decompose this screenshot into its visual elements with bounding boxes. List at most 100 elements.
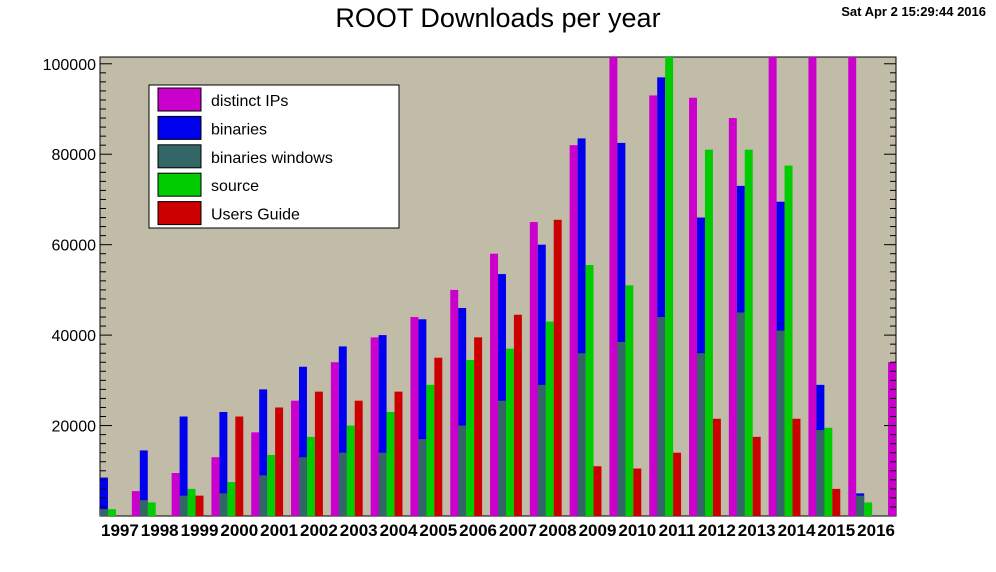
x-tick-label-2010: 2010 (618, 521, 656, 540)
y-tick-label: 60000 (52, 238, 97, 255)
bars-group (100, 57, 896, 517)
bar-distinct-ips-2008 (569, 145, 578, 516)
bar-distinct-ips-2003 (370, 337, 379, 516)
bar-source-1997 (107, 509, 116, 516)
bar-binaries-windows-2001 (259, 475, 268, 516)
bar-binaries-2011 (657, 77, 666, 516)
x-tick-label-2011: 2011 (659, 521, 696, 540)
bar-source-2005 (426, 384, 435, 516)
x-tick-label-2012: 2012 (698, 521, 736, 540)
bar-binaries-windows-2000 (219, 493, 228, 516)
timestamp: Sat Apr 2 15:29:44 2016 (841, 4, 986, 19)
bar-source-2004 (386, 411, 395, 516)
bar-binaries-windows-2009 (577, 353, 586, 516)
bar-binaries-windows-2013 (736, 312, 745, 516)
legend: distinct IPs binaries binaries windows sour… (148, 84, 400, 229)
legend-label-binaries: binaries (211, 121, 267, 138)
bar-binaries-windows-2016 (856, 495, 865, 516)
bar-binaries-2009 (577, 138, 586, 516)
y-tick-label: 20000 (52, 419, 97, 436)
bar-source-2012 (704, 149, 713, 516)
bar-source-2008 (545, 321, 554, 516)
bar-distinct-ips-1997 (131, 491, 140, 516)
bar-source-2010 (625, 285, 634, 516)
legend-label-binaries-windows: binaries windows (211, 150, 333, 167)
bar-users-guide-2013 (752, 436, 761, 516)
bar-source-2003 (346, 425, 355, 516)
legend-label-distinct-ips: distinct IPs (211, 93, 288, 110)
x-tick-label-2008: 2008 (539, 521, 577, 540)
bar-binaries-2006 (458, 307, 467, 516)
bar-distinct-ips-2015 (848, 57, 857, 516)
bar-binaries-windows-2014 (776, 330, 785, 516)
bar-binaries-windows-2002 (299, 457, 307, 516)
x-tick-label-1997: 1997 (101, 521, 139, 540)
legend-swatch-binaries-windows (157, 144, 202, 169)
bar-users-guide-1999 (195, 495, 204, 516)
bar-binaries-windows-1999 (179, 495, 188, 516)
legend-swatch-source (157, 172, 202, 197)
bar-distinct-ips-2013 (768, 57, 777, 516)
bar-source-2007 (505, 348, 514, 516)
bar-distinct-ips-2011 (689, 97, 697, 516)
legend-swatch-binaries (157, 115, 202, 140)
bar-users-guide-2015 (832, 488, 841, 516)
bar-source-1998 (147, 502, 156, 516)
x-tick-label-2005: 2005 (419, 521, 457, 540)
bar-distinct-ips-2012 (728, 118, 737, 517)
bar-binaries-windows-2015 (816, 430, 825, 516)
x-tick-label-2001: 2001 (260, 521, 298, 540)
bar-binaries-windows-2003 (338, 452, 347, 516)
legend-label-users-guide: Users Guide (211, 207, 300, 224)
bar-users-guide-2014 (792, 418, 801, 516)
bar-binaries-windows-2006 (458, 425, 467, 516)
bar-distinct-ips-1998 (171, 473, 180, 516)
bar-source-2013 (744, 149, 753, 516)
x-tick-label-2016: 2016 (857, 521, 895, 540)
x-tick-label-2007: 2007 (499, 521, 537, 540)
bar-source-2000 (227, 482, 236, 516)
bar-source-2009 (585, 265, 594, 516)
bar-binaries-2000 (219, 411, 228, 516)
x-tick-label-2009: 2009 (579, 521, 617, 540)
x-tick-label-2014: 2014 (778, 521, 816, 540)
bar-binaries-windows-2007 (498, 400, 506, 516)
bar-users-guide-2006 (474, 337, 483, 516)
bar-source-2016 (864, 502, 873, 516)
bar-binaries-windows-2012 (697, 353, 705, 516)
bar-distinct-ips-2001 (291, 400, 299, 516)
bar-distinct-ips-2014 (808, 57, 817, 516)
bar-binaries-2001 (259, 389, 268, 516)
bar-binaries-1999 (179, 416, 188, 516)
bar-users-guide-2004 (394, 391, 403, 516)
y-tick-label: 40000 (52, 328, 97, 345)
legend-swatch-distinct-ips (157, 87, 202, 112)
bar-binaries-2010 (617, 142, 626, 517)
bar-users-guide-2011 (673, 452, 682, 516)
bar-source-1999 (187, 488, 196, 516)
bar-distinct-ips-1999 (211, 457, 220, 516)
legend-label-source: source (211, 178, 259, 195)
bar-distinct-ips-2016 (888, 362, 896, 516)
bar-distinct-ips-2009 (609, 57, 618, 516)
legend-swatch-users-guide (157, 201, 202, 226)
bar-users-guide-2001 (275, 407, 284, 516)
bar-users-guide-2007 (513, 314, 522, 516)
x-tick-label-2002: 2002 (300, 521, 338, 540)
bar-users-guide-2012 (712, 418, 721, 516)
bar-distinct-ips-2004 (410, 317, 419, 516)
y-tick-label: 100000 (43, 57, 96, 74)
bar-binaries-windows-2011 (657, 317, 666, 516)
bar-binaries-windows-2010 (617, 341, 626, 516)
x-tick-label-2013: 2013 (738, 521, 776, 540)
bar-binaries-2008 (537, 244, 546, 517)
bar-binaries-2003 (338, 346, 347, 516)
x-tick-label-2003: 2003 (340, 521, 378, 540)
bar-users-guide-2008 (553, 219, 562, 517)
chart-title: ROOT Downloads per year (335, 3, 661, 33)
x-tick-label-2004: 2004 (380, 521, 418, 540)
x-tick-label-1999: 1999 (181, 521, 219, 540)
bar-binaries-2004 (378, 335, 387, 516)
